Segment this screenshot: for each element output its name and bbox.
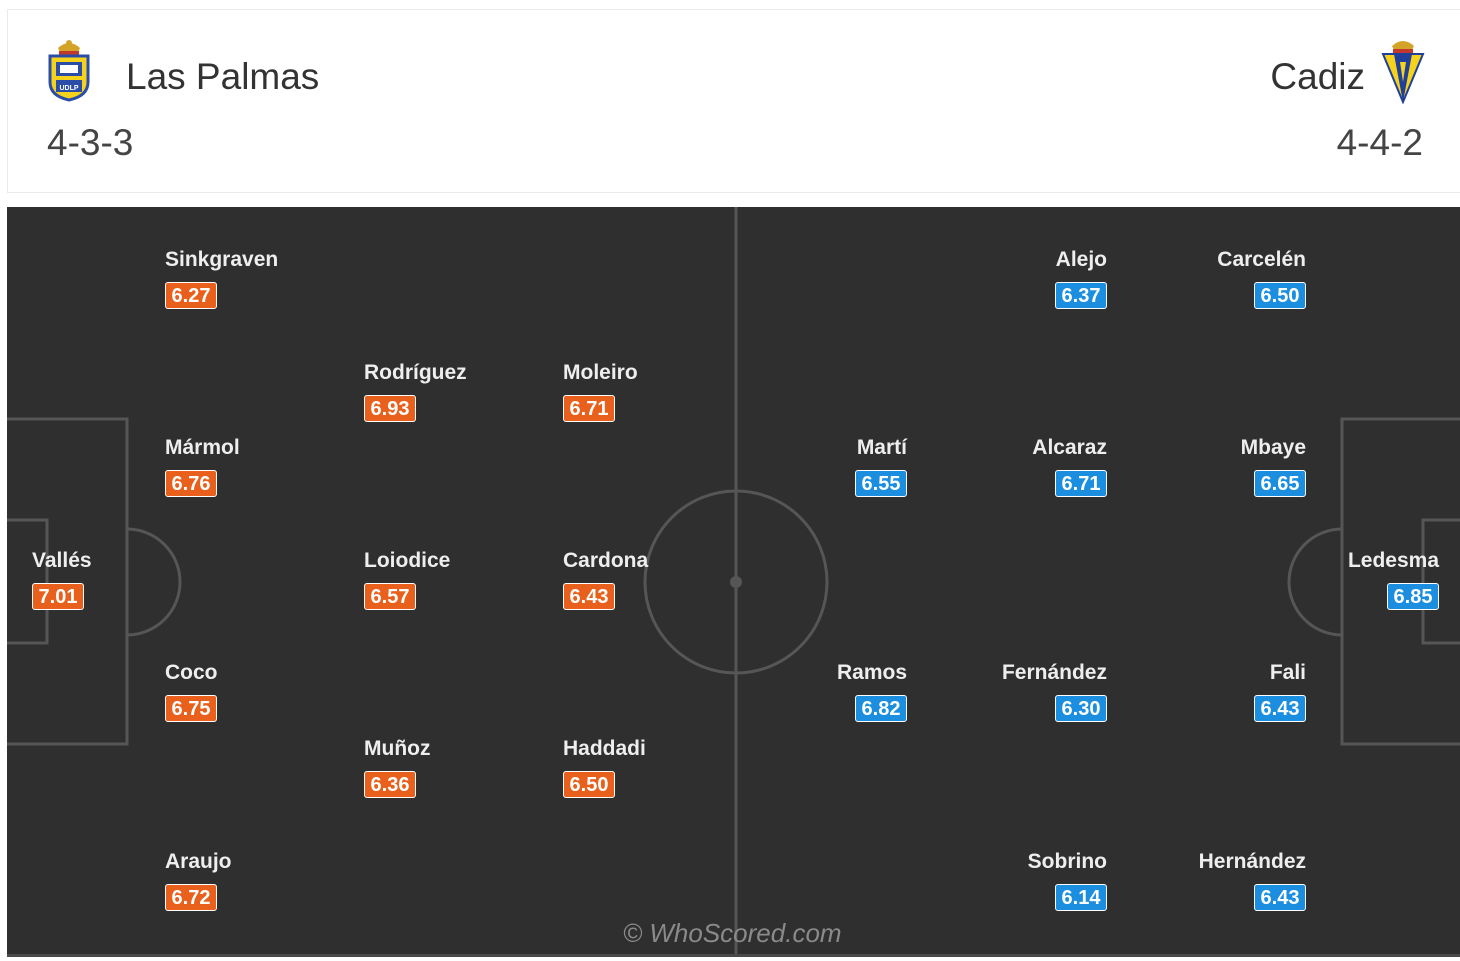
- player-name: Fali: [1269, 661, 1306, 684]
- pitch-markings: [7, 207, 1460, 957]
- player-rating: 6.55: [855, 470, 907, 497]
- player-rating: 6.43: [1254, 884, 1306, 911]
- away-team-name[interactable]: Cadiz: [1270, 56, 1365, 97]
- player-rating: 6.50: [563, 771, 615, 798]
- player-rating: 6.72: [165, 884, 217, 911]
- player-name: Martí: [856, 436, 907, 459]
- player-name: Sinkgraven: [165, 248, 279, 271]
- player-name: Coco: [165, 661, 218, 684]
- player-name: Cardona: [563, 549, 649, 572]
- player-name: Carcelén: [1217, 248, 1306, 271]
- player-name: Rodríguez: [364, 361, 467, 384]
- player-rating: 6.37: [1055, 282, 1107, 309]
- player-name: Muñoz: [364, 737, 431, 760]
- player-rating: 6.65: [1254, 470, 1306, 497]
- player-rating: 6.30: [1055, 695, 1107, 722]
- player-rating: 6.82: [855, 695, 907, 722]
- player-name: Mármol: [165, 436, 240, 459]
- player-rating: 7.01: [32, 583, 84, 610]
- player-name: Alejo: [1055, 248, 1107, 271]
- player-rating: 6.85: [1387, 583, 1439, 610]
- player-name: Loiodice: [364, 549, 451, 572]
- player-name: Hernández: [1198, 850, 1306, 873]
- player-name: Ledesma: [1347, 549, 1439, 572]
- player-name: Alcaraz: [1032, 436, 1107, 459]
- player-name: Moleiro: [563, 361, 638, 384]
- player-rating: 6.14: [1055, 884, 1107, 911]
- player-name: Sobrino: [1027, 850, 1107, 873]
- cadiz-crest-icon[interactable]: [1380, 36, 1426, 104]
- player-rating: 6.71: [1055, 470, 1107, 497]
- player-rating: 6.76: [165, 470, 217, 497]
- home-formation: 4-3-3: [47, 122, 134, 163]
- player-name: Mbaye: [1240, 436, 1306, 459]
- player-name: Ramos: [836, 661, 907, 684]
- player-rating: 6.75: [165, 695, 217, 722]
- svg-text:UDLP: UDLP: [59, 85, 78, 92]
- player-rating: 6.50: [1254, 282, 1306, 309]
- match-header: UDLP Las Palmas 4-3-3 Cadiz 4-4-2: [7, 9, 1460, 193]
- away-formation: 4-4-2: [1336, 122, 1423, 163]
- player-name: Vallés: [32, 549, 92, 572]
- home-team-name[interactable]: Las Palmas: [126, 56, 320, 97]
- player-name: Araujo: [165, 850, 232, 873]
- player-rating: 6.93: [364, 395, 416, 422]
- player-rating: 6.71: [563, 395, 615, 422]
- watermark: © WhoScored.com: [623, 918, 842, 948]
- las-palmas-crest-icon[interactable]: UDLP: [44, 36, 94, 102]
- pitch: Vallés 7.01 Sinkgraven 6.27 Mármol 6.76 …: [7, 207, 1460, 957]
- player-rating: 6.43: [563, 583, 615, 610]
- player-name: Fernández: [1001, 661, 1107, 684]
- player-name: Haddadi: [563, 737, 646, 760]
- player-rating: 6.36: [364, 771, 416, 798]
- player-rating: 6.43: [1254, 695, 1306, 722]
- player-rating: 6.27: [165, 282, 217, 309]
- player-rating: 6.57: [364, 583, 416, 610]
- pitch-bottom-border: [7, 954, 1460, 957]
